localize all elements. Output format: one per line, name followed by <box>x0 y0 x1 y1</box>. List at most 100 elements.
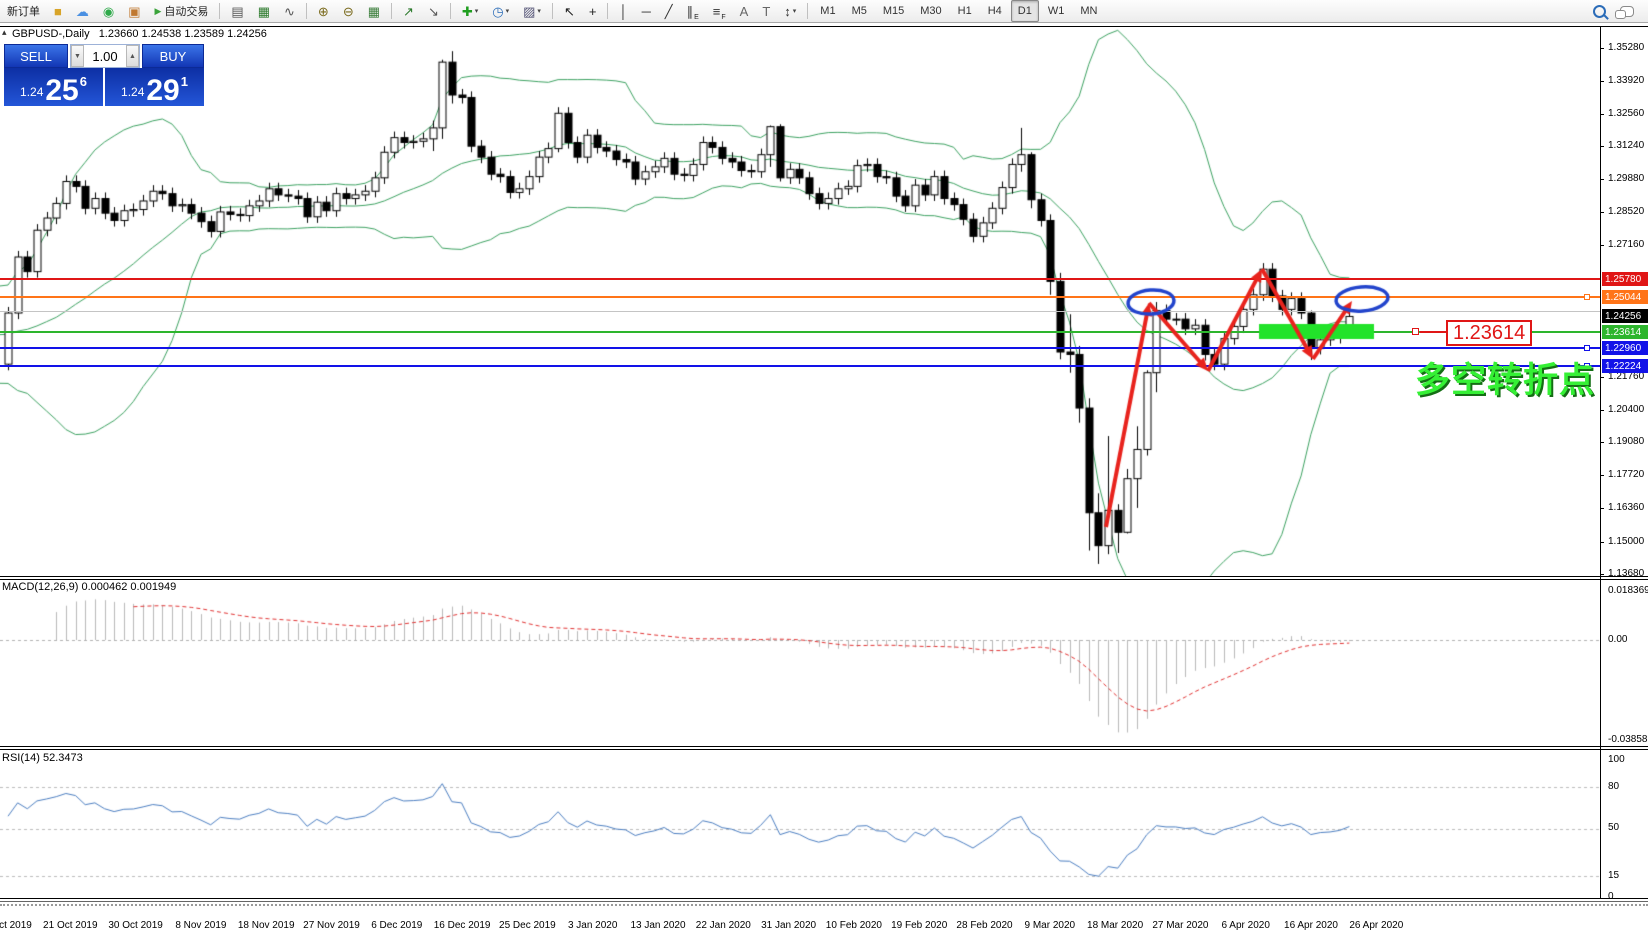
templates-icon[interactable]: ▨ ▾ <box>517 0 547 22</box>
new-order-button[interactable]: 新订单 <box>7 6 40 18</box>
volume-decrease-button[interactable]: ▼ <box>71 45 84 67</box>
toolbar-separator <box>607 3 609 19</box>
zoom-in-icon-glyph: ⊕ <box>317 3 329 19</box>
price-callout-anchor[interactable] <box>1412 328 1419 335</box>
cursor-icon[interactable]: ↖ <box>558 0 581 22</box>
price-tick <box>1600 508 1604 509</box>
sell-price-panel[interactable]: 1.24 25 6 <box>4 68 103 106</box>
signals-icon[interactable]: ◉ <box>97 0 120 22</box>
buy-price-panel[interactable]: 1.24 29 1 <box>105 68 204 106</box>
price-callout-pointer <box>1420 331 1446 333</box>
chat-icon[interactable] <box>1614 0 1640 22</box>
price-tick <box>1600 146 1604 147</box>
hline-gray[interactable] <box>0 311 1600 312</box>
rsi-separator-bottom <box>0 749 1648 750</box>
price-callout-box[interactable]: 1.23614 <box>1446 320 1533 346</box>
date-label: 9 Mar 2020 <box>1024 920 1076 931</box>
community-icon[interactable]: ☁ <box>70 0 95 22</box>
date-label: 10 Feb 2020 <box>825 920 882 931</box>
indicator-window-icon[interactable]: ↘ <box>422 0 445 22</box>
chart-candles-icon[interactable]: ▦ <box>252 0 276 22</box>
price-tick <box>1600 48 1604 49</box>
hline-orange[interactable] <box>0 296 1600 298</box>
price-tick <box>1600 245 1604 246</box>
text-label-icon-glyph: T <box>762 3 771 19</box>
arrows-icon-dropdown[interactable]: ▾ <box>792 8 797 15</box>
rsi-separator-top[interactable] <box>0 746 1648 747</box>
toolbar-separator <box>807 3 809 19</box>
timeframe-m15[interactable]: M15 <box>882 5 905 17</box>
text-icon[interactable]: A <box>734 0 755 22</box>
chart-line-icon[interactable]: ∿ <box>278 0 301 22</box>
autotrading-button[interactable]: ▶ 自动交易 <box>154 5 209 18</box>
search-icon[interactable] <box>1587 0 1612 22</box>
date-label: 13 Jan 2020 <box>630 920 686 931</box>
vline-icon[interactable]: │ <box>613 0 633 22</box>
timeframe-m1[interactable]: M1 <box>820 5 836 17</box>
zoom-in-icon[interactable]: ⊕ <box>312 0 335 22</box>
timeframe-mn[interactable]: MN <box>1080 5 1098 17</box>
periods-clock-icon[interactable]: ◷ ▾ <box>486 0 515 22</box>
price-tick-label: 1.16360 <box>1608 502 1645 513</box>
rsi-scale-label: 50 <box>1608 822 1620 833</box>
volume-stepper[interactable]: ▼ 1.00 ▲ <box>70 44 140 68</box>
hline-icon[interactable]: ─ <box>636 0 657 22</box>
date-label: 28 Feb 2020 <box>956 920 1013 931</box>
price-tick-label: 1.27160 <box>1608 239 1645 250</box>
timeframe-d1[interactable]: D1 <box>1010 0 1039 22</box>
rsi-bottom-border <box>0 898 1648 899</box>
date-label: 27 Nov 2019 <box>303 920 360 931</box>
tile-windows-icon[interactable]: ▦ <box>362 0 386 22</box>
hline-blue-upper[interactable] <box>0 347 1600 349</box>
zoom-out-icon[interactable]: ⊖ <box>337 0 360 22</box>
new-chart-icon[interactable]: ✚ ▾ <box>456 0 484 22</box>
channel-icon[interactable]: ∥ E <box>681 0 705 22</box>
chart-bars-icon[interactable]: ▤ <box>225 0 249 22</box>
arrows-icon-glyph: ↕ <box>784 3 791 19</box>
hline-orange-handle[interactable] <box>1584 294 1590 300</box>
fibonacci-icon[interactable]: ≡ F <box>707 0 732 22</box>
price-axis-border <box>1600 26 1601 899</box>
autotrading-icon: ▶ <box>154 5 162 16</box>
macd-separator-top[interactable] <box>0 576 1648 577</box>
price-tick-label: 1.32560 <box>1608 108 1645 119</box>
oneclick-collapse-icon[interactable]: ▴ <box>2 27 7 37</box>
macd-scale-label: -0.038585 <box>1608 734 1648 745</box>
timeframe-h4[interactable]: H4 <box>987 5 1002 17</box>
periods-clock-icon-dropdown[interactable]: ▾ <box>505 8 510 15</box>
hline-resistance-red[interactable] <box>0 278 1600 280</box>
sell-button[interactable]: SELL <box>4 44 68 68</box>
volume-value[interactable]: 1.00 <box>92 48 118 64</box>
timeframe-h1[interactable]: H1 <box>957 5 972 17</box>
timeframe-m5[interactable]: M5 <box>851 5 867 17</box>
gold-icon-glyph: ■ <box>54 3 62 19</box>
price-tick-label: 1.31240 <box>1608 140 1645 151</box>
cursor-icon-glyph: ↖ <box>563 3 575 19</box>
chart-candles-icon-glyph: ▦ <box>257 3 271 19</box>
date-label: 27 Mar 2020 <box>1152 920 1209 931</box>
hline-blue-upper-handle[interactable] <box>1584 345 1590 351</box>
arrows-icon[interactable]: ↕ ▾ <box>778 0 802 22</box>
hline-green[interactable] <box>0 331 1600 333</box>
gold-icon[interactable]: ■ <box>48 0 68 22</box>
indicators-icon[interactable]: ↗ <box>397 0 420 22</box>
trendline-icon[interactable]: ╱ <box>659 0 679 22</box>
templates-icon-dropdown[interactable]: ▾ <box>537 8 541 15</box>
timeframe-m30[interactable]: M30 <box>920 5 942 17</box>
cn-annotation-text[interactable]: 多空转折点 <box>1415 361 1596 400</box>
date-label: 11 Oct 2019 <box>0 920 32 931</box>
timeframe-w1[interactable]: W1 <box>1047 5 1065 17</box>
price-tick-label: 1.20400 <box>1608 404 1645 415</box>
price-tick-label: 1.29880 <box>1608 173 1645 184</box>
text-label-icon[interactable]: T <box>756 0 776 22</box>
hline-blue-lower[interactable] <box>0 365 1600 367</box>
volume-increase-button[interactable]: ▲ <box>126 45 139 67</box>
buy-button[interactable]: BUY <box>142 44 204 68</box>
date-label: 3 Jan 2020 <box>567 920 618 931</box>
crosshair-icon[interactable]: + <box>583 0 603 22</box>
new-chart-icon-dropdown[interactable]: ▾ <box>474 8 479 15</box>
price-tick-label: 1.35280 <box>1608 42 1645 53</box>
market-icon[interactable]: ▣ <box>122 0 146 22</box>
horizontal-scrollbar[interactable] <box>0 904 1648 906</box>
